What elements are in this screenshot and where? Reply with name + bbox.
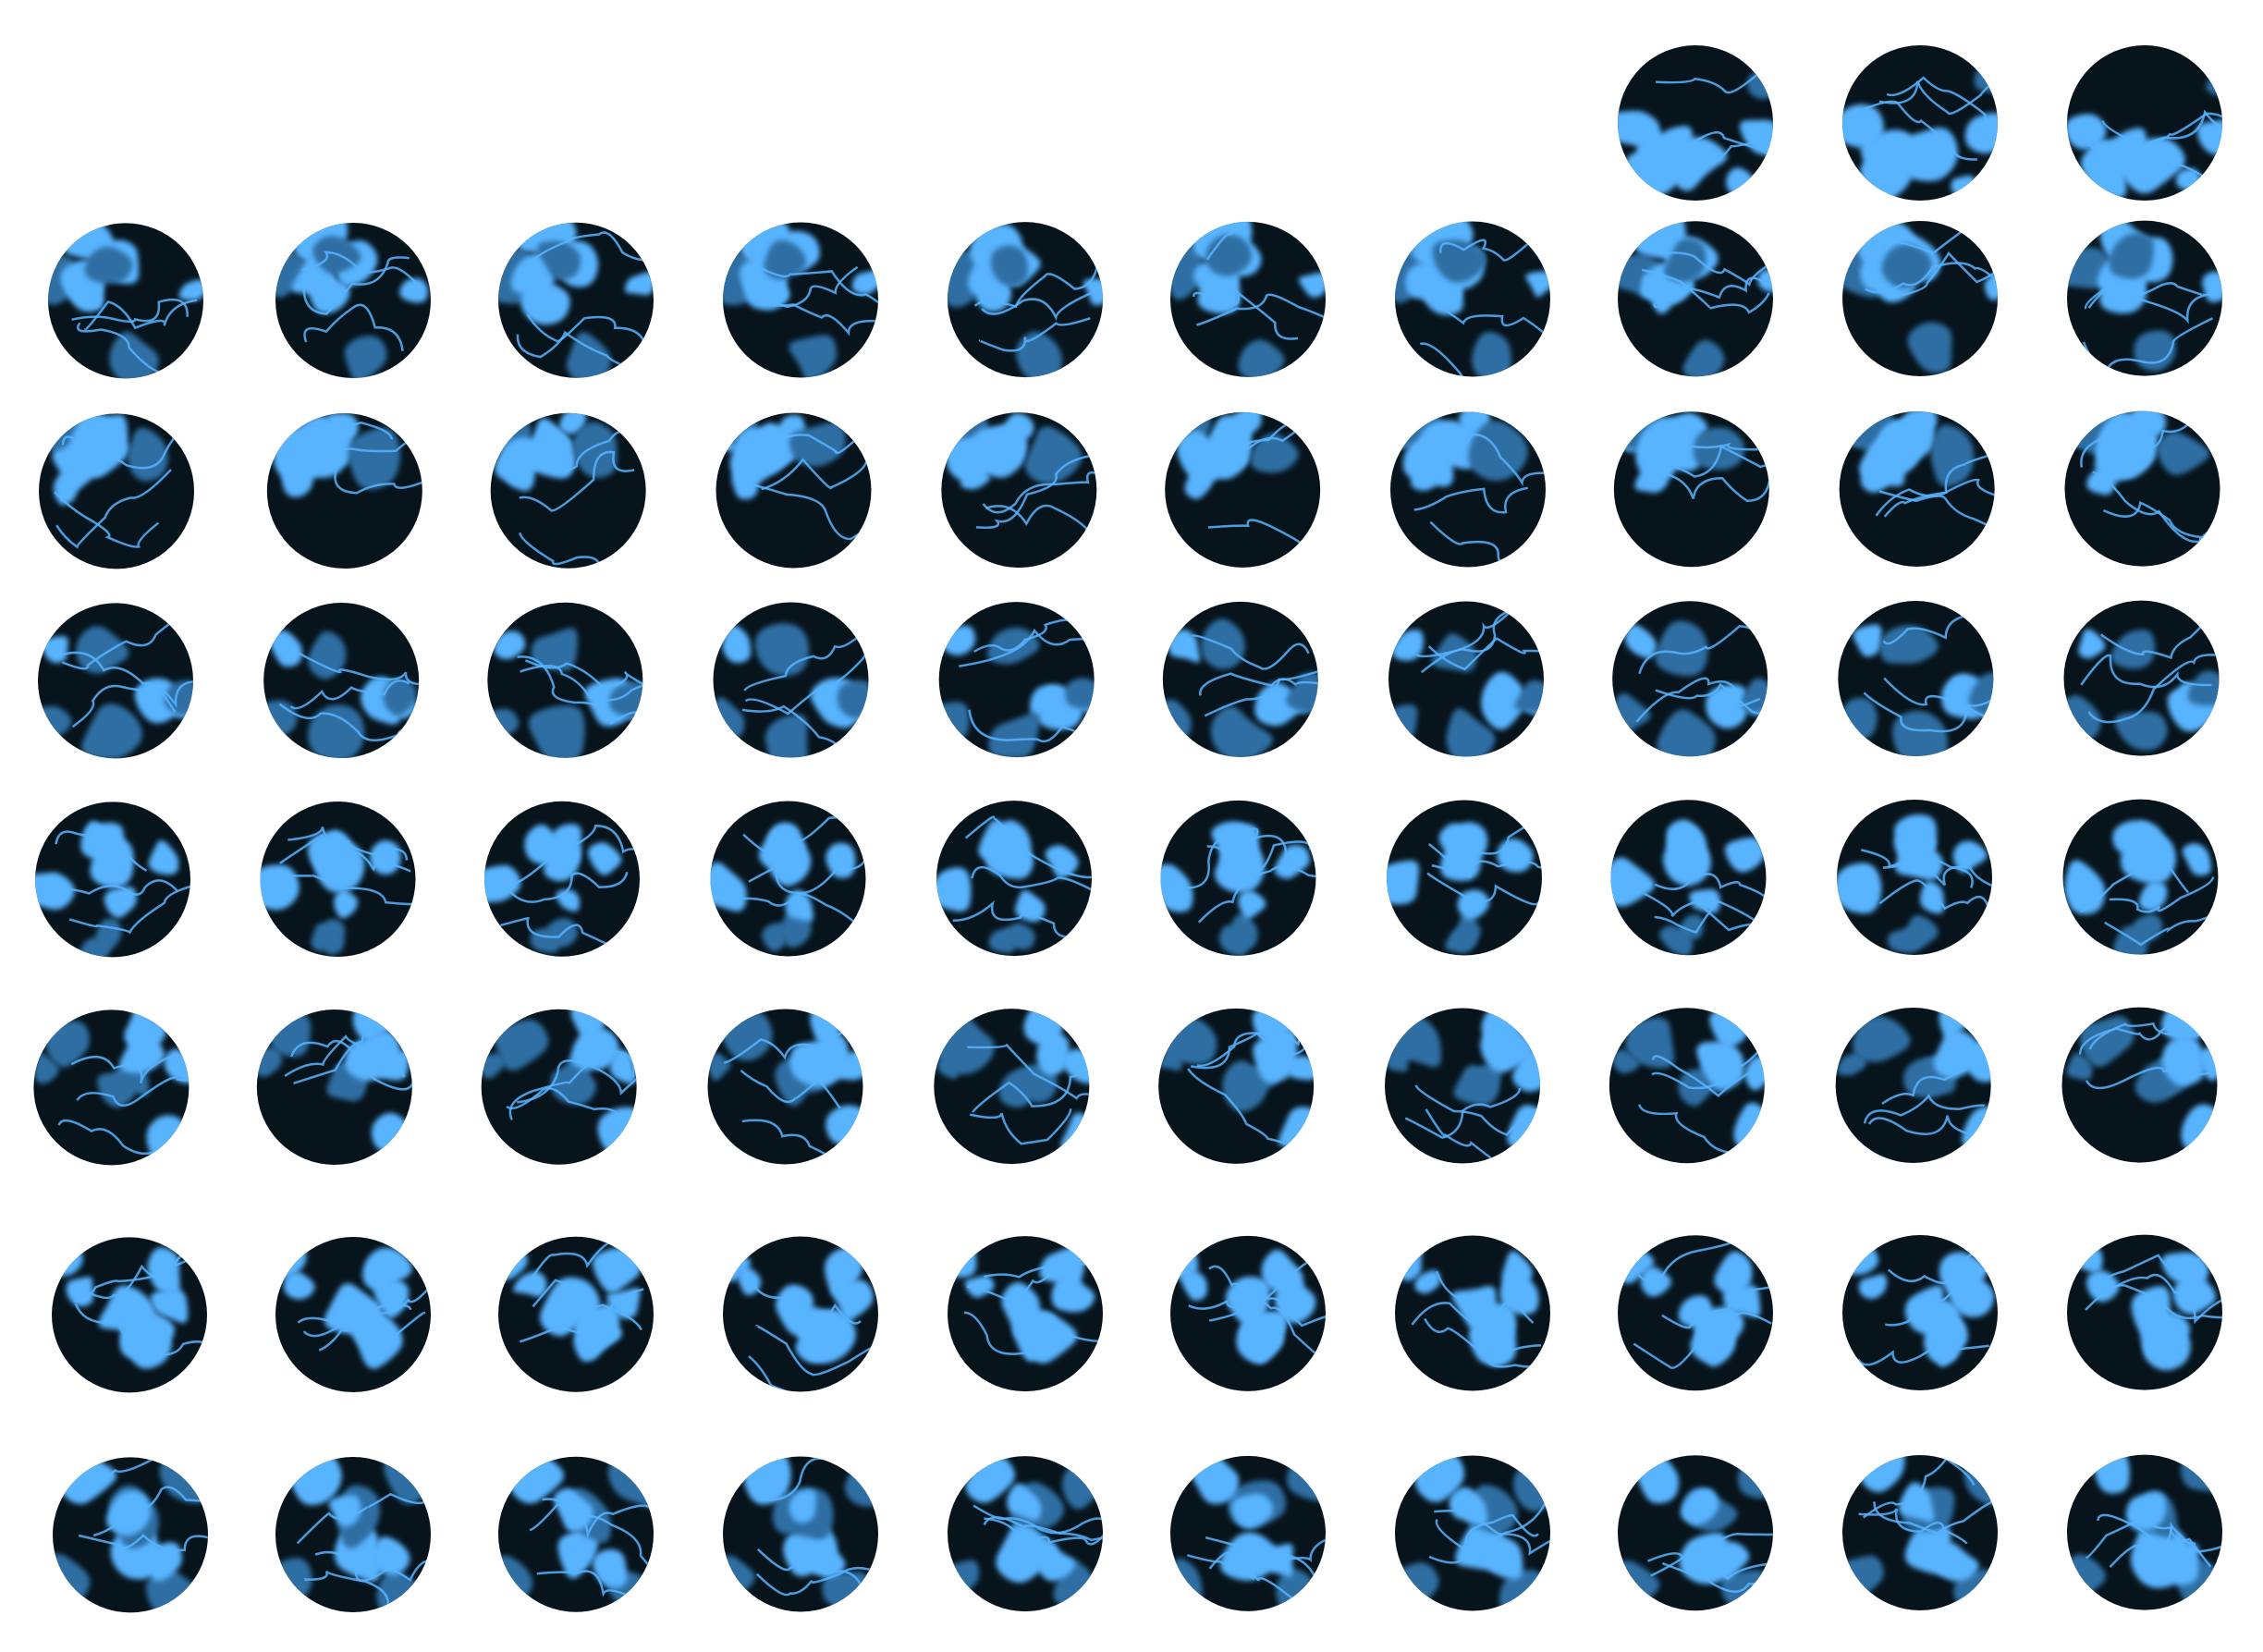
frame-disc-18	[941, 412, 1097, 569]
frame-disc-36	[484, 801, 640, 957]
frame-disc-3	[2067, 45, 2222, 201]
frame-disc-43	[2062, 799, 2219, 955]
frame-disc-65	[275, 1457, 431, 1613]
frame-disc-48	[934, 1009, 1090, 1165]
frame-disc-19	[1165, 411, 1321, 568]
frame-disc-40	[1387, 800, 1542, 956]
frame-disc-17	[716, 412, 872, 569]
frame-disc-32	[1838, 600, 1994, 756]
frame-disc-5	[275, 223, 431, 379]
frame-disc-46	[481, 1009, 637, 1165]
frame-disc-27	[713, 602, 869, 758]
frame-disc-30	[1388, 601, 1544, 757]
frame-disc-13	[2067, 220, 2222, 376]
frame-disc-12	[1842, 220, 1998, 376]
frame-disc-49	[1158, 1008, 1315, 1164]
frame-disc-23	[2064, 410, 2220, 567]
frame-disc-22	[1839, 410, 1995, 567]
frame-disc-21	[1613, 411, 1769, 568]
frame-disc-71	[1618, 1455, 1773, 1611]
frame-disc-29	[1162, 601, 1318, 757]
frame-disc-26	[487, 602, 643, 758]
frame-disc-59	[1170, 1235, 1326, 1391]
frame-disc-73	[2067, 1454, 2222, 1610]
frame-disc-33	[2063, 600, 2220, 756]
frame-disc-6	[498, 222, 654, 378]
frame-disc-20	[1390, 411, 1546, 568]
frame-disc-42	[1837, 799, 1992, 955]
frame-disc-45	[256, 1010, 412, 1166]
frame-disc-69	[1170, 1455, 1326, 1611]
frame-disc-14	[39, 413, 194, 569]
frame-disc-68	[948, 1456, 1103, 1612]
frame-disc-50	[1385, 1008, 1540, 1164]
frame-disc-1	[1618, 45, 1773, 201]
frame-disc-39	[1160, 800, 1316, 956]
frame-disc-64	[53, 1457, 208, 1613]
frame-disc-16	[490, 412, 646, 569]
frame-disc-57	[723, 1236, 878, 1392]
frame-disc-52	[1835, 1007, 1991, 1163]
frame-disc-70	[1395, 1455, 1550, 1611]
frame-disc-41	[1610, 800, 1767, 956]
frame-disc-37	[710, 801, 866, 957]
frame-disc-56	[498, 1236, 654, 1392]
frame-disc-62	[1842, 1234, 1998, 1390]
frame-disc-10	[1395, 221, 1550, 377]
frame-disc-8	[948, 222, 1103, 378]
frame-disc-58	[948, 1236, 1103, 1392]
frame-disc-7	[723, 222, 878, 378]
frame-disc-61	[1618, 1235, 1773, 1391]
frame-disc-28	[938, 602, 1095, 758]
frame-disc-60	[1395, 1235, 1550, 1391]
frame-disc-44	[33, 1010, 190, 1166]
frame-disc-2	[1842, 45, 1998, 201]
frame-disc-38	[936, 801, 1092, 957]
frame-disc-25	[263, 603, 420, 759]
frame-disc-67	[723, 1456, 878, 1612]
frame-disc-54	[52, 1237, 207, 1393]
frame-disc-72	[1842, 1454, 1998, 1610]
frame-disc-66	[498, 1456, 654, 1612]
frame-disc-34	[35, 802, 190, 958]
frames-layer	[33, 45, 2222, 1613]
frame-disc-9	[1170, 221, 1326, 377]
frame-disc-53	[2061, 1007, 2218, 1163]
frame-disc-11	[1618, 221, 1773, 377]
frame-disc-4	[48, 223, 203, 379]
frame-disc-47	[707, 1009, 863, 1165]
frame-disc-51	[1609, 1008, 1765, 1164]
frame-disc-55	[275, 1237, 431, 1393]
frame-disc-31	[1612, 601, 1768, 757]
frame-disc-15	[266, 413, 422, 569]
frame-disc-63	[2067, 1234, 2222, 1390]
frame-disc-35	[260, 802, 416, 958]
frame-disc-24	[38, 603, 193, 759]
